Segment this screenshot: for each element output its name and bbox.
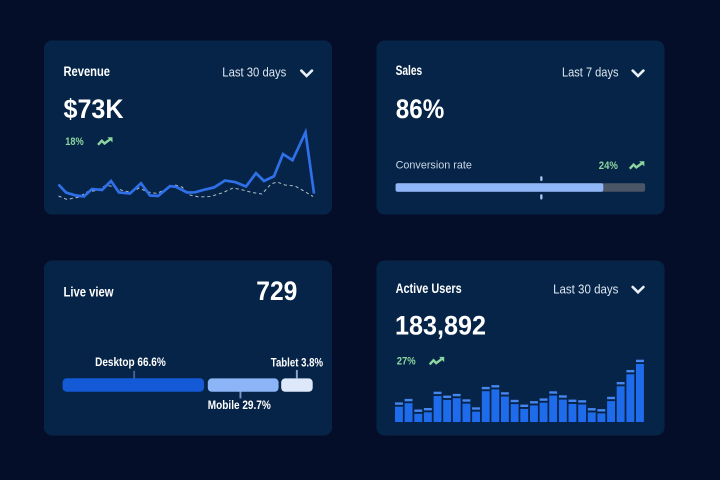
svg-text:Revenue: Revenue <box>64 63 111 79</box>
svg-text:Desktop 66.6%: Desktop 66.6% <box>95 357 166 369</box>
svg-text:729: 729 <box>256 275 297 306</box>
svg-text:24%: 24% <box>599 160 618 172</box>
svg-text:Sales: Sales <box>396 62 423 78</box>
svg-text:Live view: Live view <box>64 284 114 300</box>
svg-text:Active Users: Active Users <box>396 280 462 296</box>
svg-text:Last 7 days: Last 7 days <box>562 65 619 80</box>
svg-text:$73K: $73K <box>64 93 124 124</box>
svg-text:86%: 86% <box>396 93 444 124</box>
svg-text:Conversion rate: Conversion rate <box>396 159 472 171</box>
svg-text:Tablet 3.8%: Tablet 3.8% <box>271 358 323 370</box>
svg-text:Last 30 days: Last 30 days <box>222 65 286 80</box>
svg-text:Mobile 29.7%: Mobile 29.7% <box>208 400 271 412</box>
svg-text:27%: 27% <box>397 356 416 368</box>
svg-text:183,892: 183,892 <box>395 310 486 341</box>
svg-text:18%: 18% <box>65 136 84 148</box>
svg-text:Last 30 days: Last 30 days <box>553 282 619 297</box>
